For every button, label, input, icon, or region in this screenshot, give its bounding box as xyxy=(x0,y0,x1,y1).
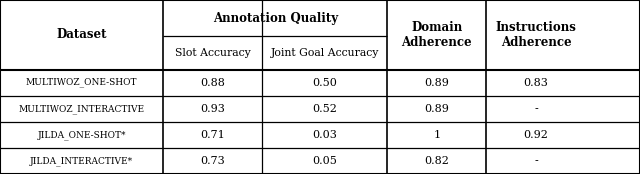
Text: Instructions
Adherence: Instructions Adherence xyxy=(495,21,577,49)
Text: Domain
Adherence: Domain Adherence xyxy=(401,21,472,49)
Text: 0.92: 0.92 xyxy=(524,130,548,140)
Text: Slot Accuracy: Slot Accuracy xyxy=(175,48,251,58)
Text: 0.71: 0.71 xyxy=(200,130,225,140)
Text: -: - xyxy=(534,156,538,166)
Text: MULTIWOZ_INTERACTIVE: MULTIWOZ_INTERACTIVE xyxy=(19,104,145,114)
Text: JILDA_INTERACTIVE*: JILDA_INTERACTIVE* xyxy=(30,156,133,166)
Text: 0.93: 0.93 xyxy=(200,104,225,114)
Text: 0.88: 0.88 xyxy=(200,78,225,88)
Text: 0.82: 0.82 xyxy=(424,156,449,166)
Text: Joint Goal Accuracy: Joint Goal Accuracy xyxy=(271,48,379,58)
Text: 0.73: 0.73 xyxy=(200,156,225,166)
Text: Annotation Quality: Annotation Quality xyxy=(212,12,338,25)
Text: -: - xyxy=(534,104,538,114)
Text: MULTIWOZ_ONE-SHOT: MULTIWOZ_ONE-SHOT xyxy=(26,78,138,88)
Text: 0.89: 0.89 xyxy=(424,104,449,114)
Text: 0.89: 0.89 xyxy=(424,78,449,88)
Text: 1: 1 xyxy=(433,130,440,140)
Text: 0.52: 0.52 xyxy=(312,104,337,114)
Text: 0.50: 0.50 xyxy=(312,78,337,88)
Text: 0.03: 0.03 xyxy=(312,130,337,140)
Text: 0.05: 0.05 xyxy=(312,156,337,166)
Text: 0.83: 0.83 xyxy=(524,78,548,88)
Text: JILDA_ONE-SHOT*: JILDA_ONE-SHOT* xyxy=(37,130,126,140)
Text: Dataset: Dataset xyxy=(56,28,107,41)
